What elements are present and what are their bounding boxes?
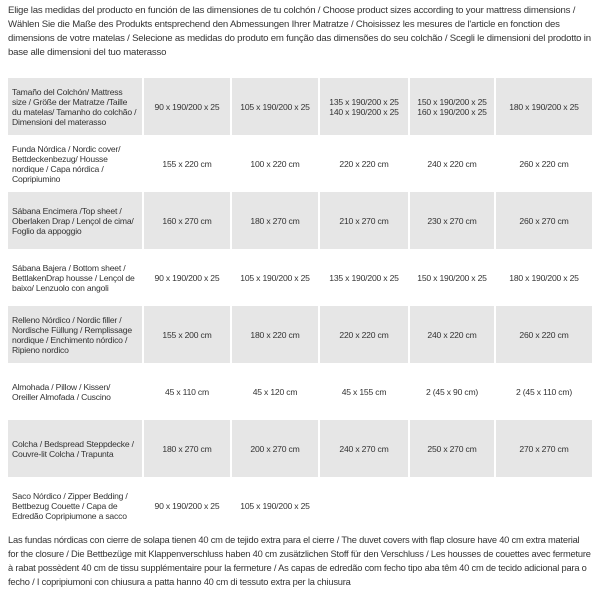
size-cell: 260 x 220 cm <box>494 135 592 192</box>
size-cell: 160 x 270 cm <box>142 192 231 249</box>
size-cell: 45 x 110 cm <box>142 363 231 420</box>
size-cell: 220 x 220 cm <box>318 135 409 192</box>
table-row: Colcha / Bedspread Steppdecke / Couvre-l… <box>8 420 592 477</box>
size-line: 160 x 190/200 x 25 <box>417 106 487 117</box>
size-line: 150 x 190/200 x 25 <box>417 96 487 107</box>
footer-note: Las fundas nórdicas con cierre de solapa… <box>8 535 591 587</box>
row-label: Sábana Encimera /Top sheet / Oberlaken D… <box>8 192 143 249</box>
size-cell: 250 x 270 cm <box>408 420 495 477</box>
table-row: Almohada / Pillow / Kissen/ Oreiller Alm… <box>8 363 592 420</box>
size-cell: 260 x 270 cm <box>494 192 592 249</box>
size-cell: 45 x 120 cm <box>230 363 319 420</box>
size-cell: 180 x 270 cm <box>142 420 231 477</box>
size-cell: 135 x 190/200 x 25 <box>318 249 409 306</box>
size-cell: 155 x 220 cm <box>142 135 231 192</box>
size-cell: 90 x 190/200 x 25 <box>142 249 231 306</box>
size-cell: 180 x 270 cm <box>230 192 319 249</box>
row-label: Sábana Bajera / Bottom sheet / Bettlaken… <box>12 262 135 293</box>
row-label: Relleno Nórdico / Nordic filler / Nordis… <box>8 306 143 363</box>
size-cell: 240 x 220 cm <box>408 135 495 192</box>
row-label: Funda Nórdica / Nordic cover/ Bettdecken… <box>12 143 121 184</box>
size-cell: 150 x 190/200 x 25 <box>408 249 495 306</box>
row-label: Saco Nórdico / Zipper Bedding / Bettbezu… <box>12 490 128 521</box>
row-label: Almohada / Pillow / Kissen/ Oreiller Alm… <box>12 381 111 402</box>
row-label: Colcha / Bedspread Steppdecke / Couvre-l… <box>8 420 143 477</box>
size-cell: 240 x 270 cm <box>318 420 409 477</box>
heading: Elige las medidas del producto en funció… <box>8 5 591 58</box>
table-row: Funda Nórdica / Nordic cover/ Bettdecken… <box>8 135 592 192</box>
table-row: Saco Nórdico / Zipper Bedding / Bettbezu… <box>8 477 592 534</box>
size-cell: 2 (45 x 90 cm) <box>408 363 495 420</box>
table-row: Sábana Encimera /Top sheet / Oberlaken D… <box>8 192 592 249</box>
size-cell <box>494 477 592 534</box>
table-row: Relleno Nórdico / Nordic filler / Nordis… <box>8 306 592 363</box>
size-cell <box>408 477 495 534</box>
size-cell: 230 x 270 cm <box>408 192 495 249</box>
size-cell: 100 x 220 cm <box>230 135 319 192</box>
size-cell: 260 x 220 cm <box>494 306 592 363</box>
size-cell: 180 x 190/200 x 25 <box>494 78 592 135</box>
size-cell: 90 x 190/200 x 25 <box>142 477 231 534</box>
size-cell: 200 x 270 cm <box>230 420 319 477</box>
size-line: 135 x 190/200 x 25 <box>329 96 399 107</box>
size-cell: 105 x 190/200 x 25 <box>230 477 319 534</box>
size-cell: 155 x 200 cm <box>142 306 231 363</box>
size-cell: 180 x 220 cm <box>230 306 319 363</box>
size-cell: 270 x 270 cm <box>494 420 592 477</box>
size-line: 140 x 190/200 x 25 <box>329 106 399 117</box>
size-cell: 220 x 220 cm <box>318 306 409 363</box>
size-cell: 210 x 270 cm <box>318 192 409 249</box>
size-cell: 105 x 190/200 x 25 <box>230 249 319 306</box>
size-cell: 135 x 190/200 x 25 140 x 190/200 x 25 <box>318 78 409 135</box>
size-cell: 90 x 190/200 x 25 <box>142 78 231 135</box>
size-cell: 180 x 190/200 x 25 <box>494 249 592 306</box>
row-label: Tamaño del Colchón/ Mattress size / Größ… <box>8 78 143 135</box>
size-cell: 105 x 190/200 x 25 <box>230 78 319 135</box>
table-row: Sábana Bajera / Bottom sheet / Bettlaken… <box>8 249 592 306</box>
size-cell <box>318 477 409 534</box>
size-cell: 2 (45 x 110 cm) <box>494 363 592 420</box>
table-row: Tamaño del Colchón/ Mattress size / Größ… <box>8 78 592 135</box>
size-cell: 240 x 220 cm <box>408 306 495 363</box>
size-cell: 45 x 155 cm <box>318 363 409 420</box>
size-cell: 150 x 190/200 x 25 160 x 190/200 x 25 <box>408 78 495 135</box>
size-table: Tamaño del Colchón/ Mattress size / Größ… <box>8 78 592 534</box>
